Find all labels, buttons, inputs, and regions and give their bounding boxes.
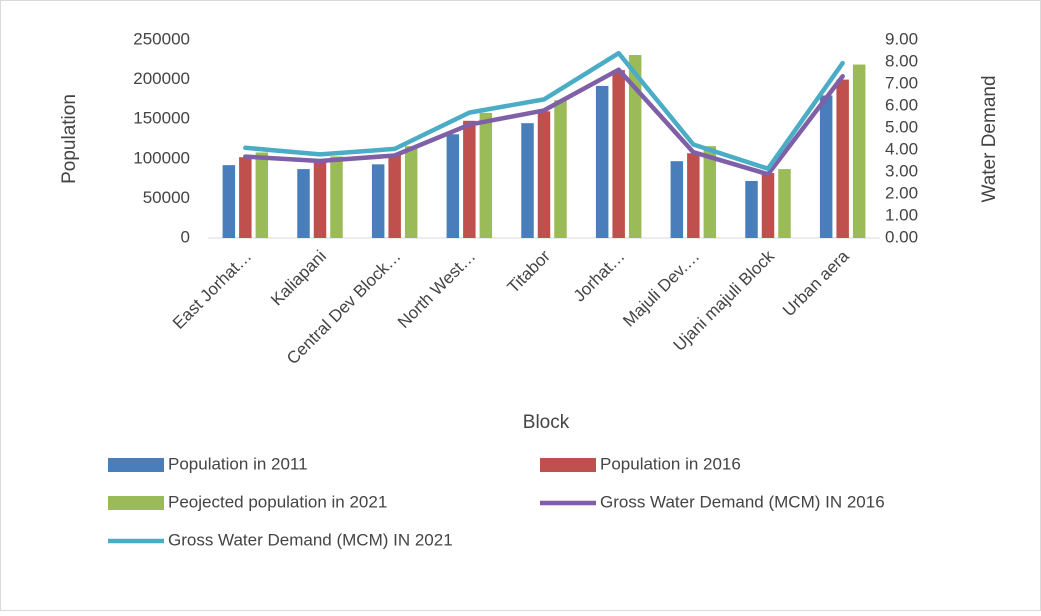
legend-swatch xyxy=(108,496,164,510)
bar xyxy=(778,169,791,238)
bar xyxy=(819,95,833,238)
bar xyxy=(554,100,567,238)
y-tick-label: 250000 xyxy=(133,29,190,48)
y2-tick-label: 3.00 xyxy=(885,161,918,180)
legend-swatch xyxy=(108,458,164,472)
bar xyxy=(297,169,310,238)
bar xyxy=(537,111,551,238)
legend-label: Peojected population in 2021 xyxy=(168,492,387,511)
bar xyxy=(852,64,866,238)
bar xyxy=(463,120,476,238)
line-series xyxy=(243,67,845,177)
y2-tick-label: 7.00 xyxy=(885,73,918,92)
line-series xyxy=(243,50,845,171)
y2-tick-label: 1.00 xyxy=(885,205,918,224)
y2-tick-label: 2.00 xyxy=(885,183,918,202)
bar xyxy=(670,161,684,238)
bar xyxy=(687,153,700,238)
bar xyxy=(371,164,385,238)
bar xyxy=(628,55,642,238)
y-tick-label: 200000 xyxy=(133,69,190,88)
bar xyxy=(479,112,493,238)
bar xyxy=(255,152,269,238)
y2-tick-label: 6.00 xyxy=(885,95,918,114)
bar xyxy=(446,134,460,238)
legend-label: Gross Water Demand (MCM) IN 2021 xyxy=(168,530,453,549)
y2-tick-label: 8.00 xyxy=(885,51,918,70)
y2-tick-label: 9.00 xyxy=(885,29,918,48)
y-tick-label: 100000 xyxy=(133,148,190,167)
y2-tick-label: 5.00 xyxy=(885,117,918,136)
legend-label: Gross Water Demand (MCM) IN 2016 xyxy=(600,492,885,511)
bar xyxy=(313,161,327,238)
bar xyxy=(222,165,236,238)
bar xyxy=(239,157,252,238)
bar xyxy=(388,154,401,238)
y-axis-title: Population xyxy=(59,94,80,184)
y2-tick-label: 4.00 xyxy=(885,139,918,158)
bar xyxy=(595,85,609,238)
bar xyxy=(745,180,758,238)
bar xyxy=(521,123,534,238)
y-tick-label: 0 xyxy=(181,227,190,246)
legend-label: Population in 2016 xyxy=(600,454,741,473)
y-tick-label: 150000 xyxy=(133,109,190,128)
y-tick-label: 50000 xyxy=(143,188,190,207)
bar xyxy=(836,79,849,238)
bar xyxy=(703,146,717,238)
bar xyxy=(612,70,625,238)
bar xyxy=(761,173,775,238)
legend-swatch xyxy=(540,458,596,472)
bar xyxy=(404,146,418,238)
legend-label: Population in 2011 xyxy=(168,454,308,473)
x-axis-title: Block xyxy=(523,412,570,433)
y2-axis-title: Water Demand xyxy=(979,75,1000,202)
y2-tick-label: 0.00 xyxy=(885,227,918,246)
bar xyxy=(330,156,343,238)
